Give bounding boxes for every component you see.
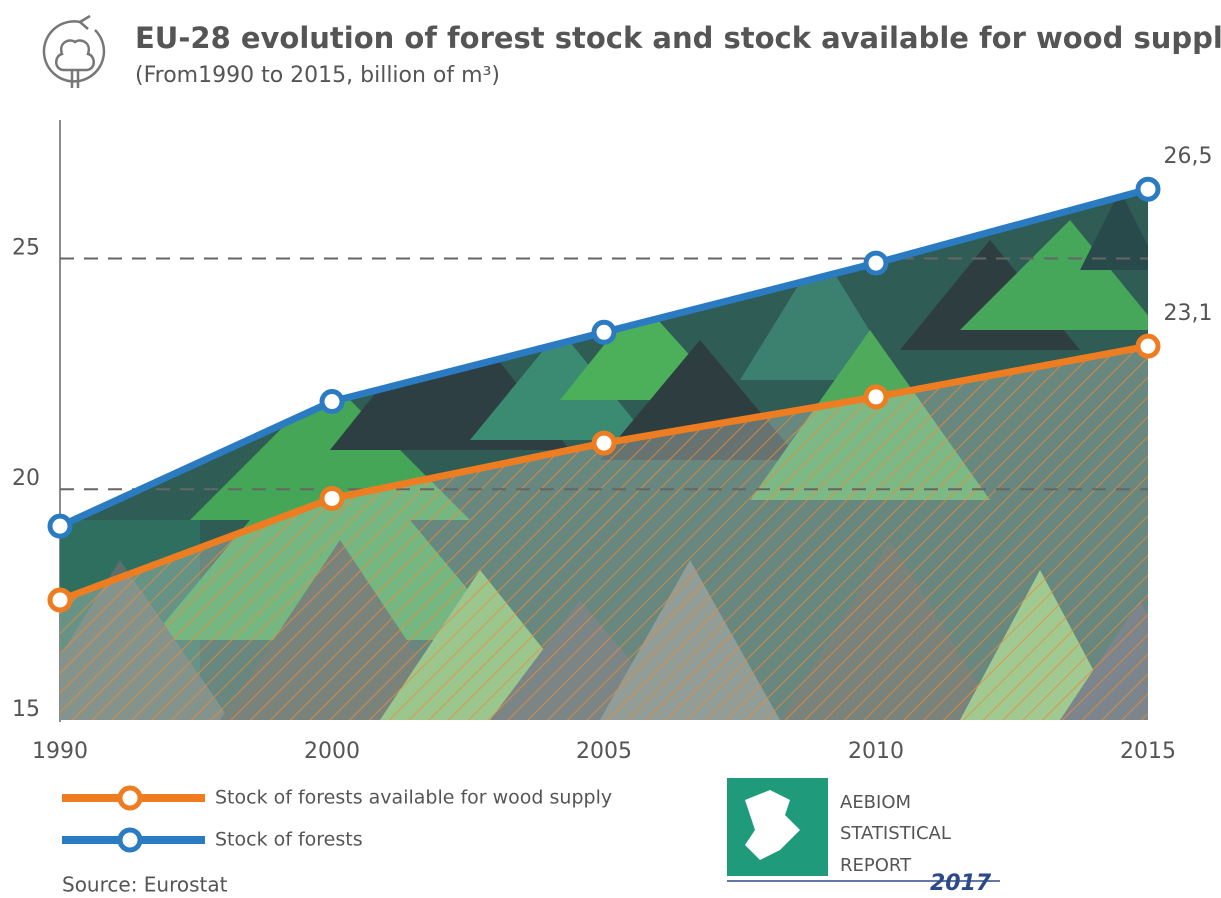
x-tick-label: 1990 — [32, 739, 88, 764]
data-label: 23,1 — [1164, 301, 1213, 326]
logo-text: STATISTICAL — [840, 823, 951, 844]
logo-text: AEBIOM — [840, 792, 911, 813]
legend-label: Stock of forests — [215, 829, 363, 851]
y-tick-label: 20 — [12, 466, 40, 491]
logo-map — [745, 790, 800, 860]
y-tick-label: 15 — [12, 697, 40, 722]
point — [319, 485, 345, 511]
plot-front: 1990 2000 2005 2010 2015 15 20 25 23,1 26,5 — [12, 144, 1212, 764]
x-tick-label: 2010 — [848, 739, 904, 764]
logo-text: REPORT — [840, 855, 912, 876]
data-label: 26,5 — [1164, 144, 1213, 169]
x-tick-label: 2005 — [576, 739, 632, 764]
point — [591, 319, 617, 345]
x-tick-label: 2015 — [1120, 739, 1176, 764]
y-tick-label: 25 — [12, 235, 40, 260]
point — [591, 430, 617, 456]
chart-subtitle: (From1990 to 2015, billion of m³) — [135, 63, 500, 88]
point — [1135, 176, 1161, 202]
logo-year: 2017 — [930, 871, 992, 896]
source: Source: Eurostat — [62, 873, 228, 897]
point — [47, 587, 73, 613]
point — [863, 384, 889, 410]
legend-marker — [117, 785, 143, 811]
legend-label: Stock of forests available for wood supp… — [215, 787, 612, 809]
chart-title: EU-28 evolution of forest stock and stoc… — [135, 21, 1221, 55]
point — [1135, 333, 1161, 359]
legend-marker — [117, 827, 143, 853]
x-tick-label: 2000 — [304, 739, 360, 764]
point — [319, 389, 345, 415]
tree-icon — [42, 14, 106, 88]
point — [863, 250, 889, 276]
point — [47, 513, 73, 539]
